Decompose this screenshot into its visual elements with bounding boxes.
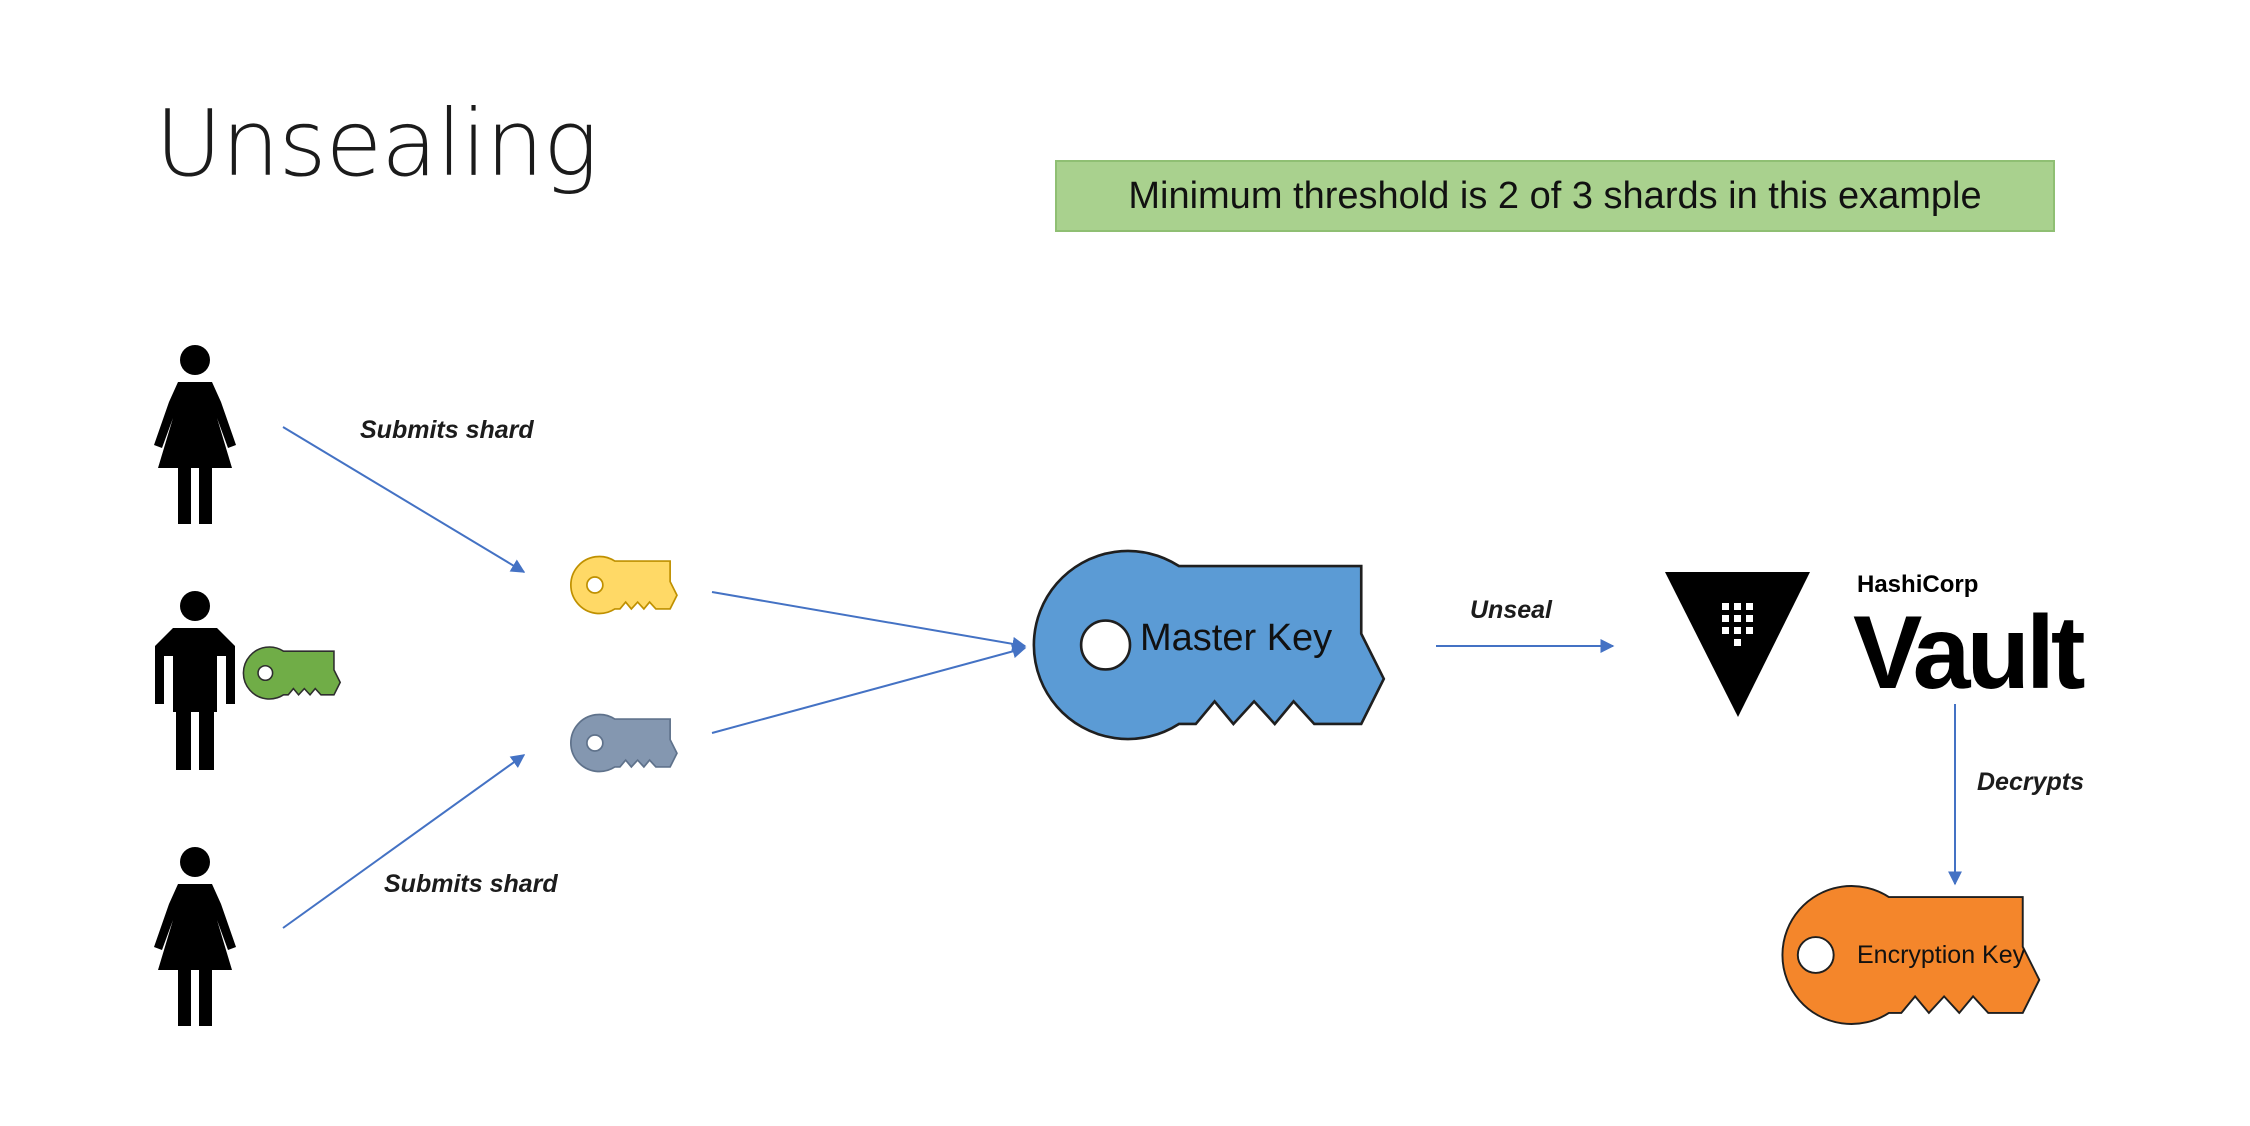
master-key-label: Master Key	[1140, 617, 1332, 659]
vault-vendor-label: HashiCorp	[1857, 571, 1978, 598]
vault-product-label: Vault	[1853, 595, 2085, 711]
person-middle-man-icon	[155, 591, 235, 770]
combine-arrow-bottom	[711, 644, 1027, 734]
unseal-label: Unseal	[1470, 596, 1553, 624]
yellow-key-icon	[570, 555, 678, 615]
encryption-key-icon	[1781, 885, 2041, 1025]
threshold-note: Minimum threshold is 2 of 3 shards in th…	[1055, 160, 2055, 232]
person-top-woman-icon	[154, 345, 236, 524]
vault-logo-dots	[1722, 603, 1753, 646]
submit-arrow-top	[282, 426, 526, 573]
decrypts-label: Decrypts	[1977, 768, 2084, 796]
slide-title: Unsealing	[155, 90, 598, 197]
submit-arrow-bottom	[282, 754, 526, 929]
vault-logo-icon	[1665, 572, 1810, 717]
submits-shard-label-bottom: Submits shard	[384, 870, 558, 898]
submits-shard-label-top: Submits shard	[360, 416, 534, 444]
combine-arrow-top	[711, 591, 1027, 651]
encryption-key-label: Encryption Key	[1857, 941, 2026, 969]
slate-key-icon	[570, 713, 678, 773]
green-key-icon	[242, 646, 341, 700]
person-bottom-woman-icon	[154, 847, 236, 1026]
master-key-icon	[1032, 549, 1386, 741]
